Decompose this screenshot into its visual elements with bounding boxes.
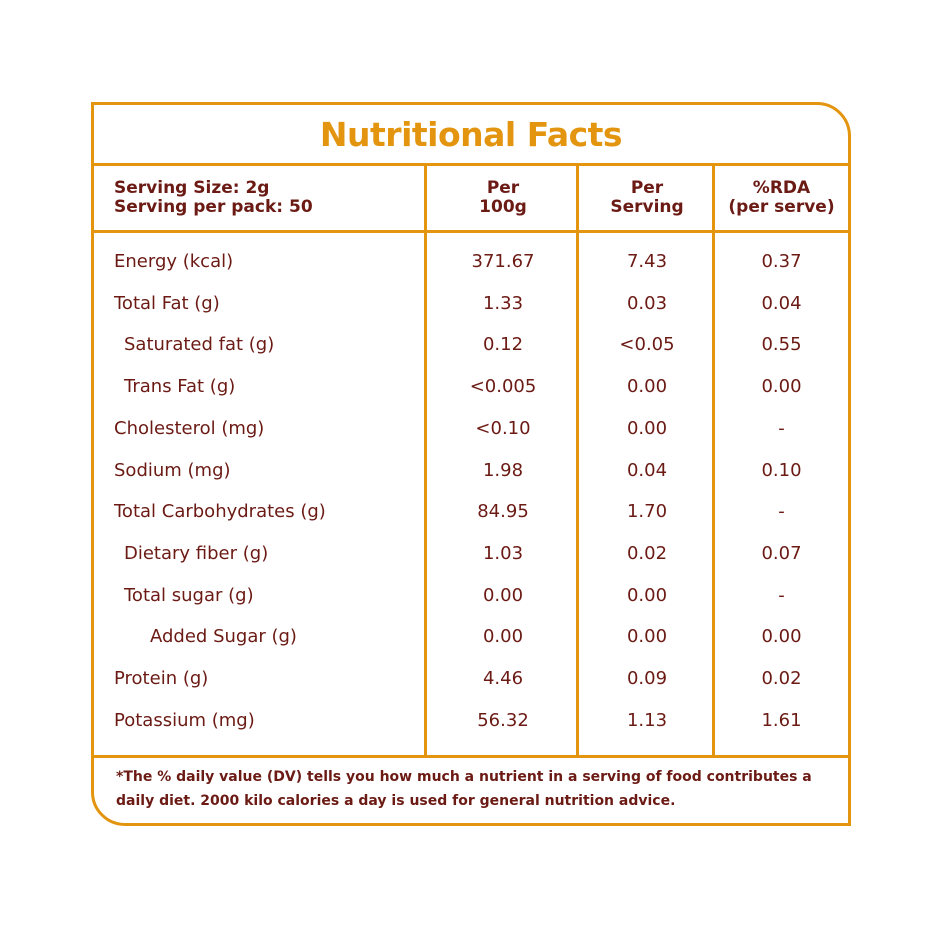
nutrient-name: Trans Fat (g) bbox=[124, 376, 236, 398]
nutrient-name: Added Sugar (g) bbox=[150, 626, 297, 648]
value-per-100g: <0.005 bbox=[469, 376, 537, 398]
table-row: Added Sugar (g) 0.00 0.00 0.00 bbox=[94, 616, 848, 658]
nutrient-name: Sodium (mg) bbox=[114, 459, 231, 481]
value-per-serving: 0.00 bbox=[626, 584, 668, 606]
value-rda: 0.37 bbox=[761, 251, 802, 272]
value-per-100g: 1.98 bbox=[482, 459, 524, 481]
table-row: Cholesterol (mg) <0.10 0.00 - bbox=[94, 408, 848, 450]
value-per-serving: 0.09 bbox=[626, 668, 668, 689]
value-per-100g: 0.00 bbox=[482, 626, 524, 648]
value-per-100g: 1.03 bbox=[482, 542, 524, 564]
column-divider-1 bbox=[424, 163, 427, 758]
table-row: Potassium (mg) 56.32 1.13 1.61 bbox=[94, 700, 848, 742]
value-rda: 0.00 bbox=[761, 376, 802, 398]
table-row: Total Carbohydrates (g) 84.95 1.70 - bbox=[94, 491, 848, 533]
serving-info: Serving Size: 2g Serving per pack: 50 bbox=[114, 179, 313, 217]
value-per-100g: 0.12 bbox=[482, 334, 524, 356]
column-header-per-100g: Per 100g bbox=[427, 179, 579, 217]
column-divider-3 bbox=[712, 163, 715, 758]
value-rda: - bbox=[778, 501, 785, 523]
table-row: Dietary fiber (g) 1.03 0.02 0.07 bbox=[94, 533, 848, 575]
nutrition-facts-panel: Nutritional Facts Serving Size: 2g Servi… bbox=[91, 102, 851, 826]
value-rda: 0.04 bbox=[761, 292, 802, 314]
value-rda: - bbox=[778, 417, 785, 439]
value-per-serving: 7.43 bbox=[626, 251, 668, 272]
table-row: Energy (kcal) 371.67 7.43 0.37 bbox=[94, 241, 848, 283]
nutrient-name: Saturated fat (g) bbox=[124, 334, 275, 356]
value-per-100g: 1.33 bbox=[482, 292, 524, 314]
value-rda: 0.10 bbox=[761, 459, 802, 481]
value-per-serving: 0.03 bbox=[626, 292, 668, 314]
value-per-serving: 1.13 bbox=[626, 709, 668, 731]
nutrient-name: Total Carbohydrates (g) bbox=[114, 501, 326, 523]
column-header-line: Serving bbox=[610, 197, 684, 217]
column-header-line: 100g bbox=[479, 197, 527, 217]
value-per-serving: 0.02 bbox=[626, 542, 668, 564]
column-header-line: Per bbox=[486, 178, 520, 198]
value-per-100g: 4.46 bbox=[482, 668, 524, 689]
table-row: Trans Fat (g) <0.005 0.00 0.00 bbox=[94, 366, 848, 408]
nutrient-name: Total sugar (g) bbox=[124, 584, 254, 606]
column-header-line: %RDA bbox=[752, 178, 811, 198]
value-per-serving: 1.70 bbox=[626, 501, 668, 523]
table-row: Total sugar (g) 0.00 0.00 - bbox=[94, 575, 848, 617]
nutrient-name: Energy (kcal) bbox=[114, 251, 234, 272]
value-per-serving: <0.05 bbox=[619, 334, 675, 356]
value-rda: 0.07 bbox=[761, 542, 802, 564]
value-per-100g: 56.32 bbox=[477, 709, 529, 731]
table-row: Total Fat (g) 1.33 0.03 0.04 bbox=[94, 283, 848, 325]
column-header-line: Per bbox=[630, 178, 664, 198]
value-per-serving: 0.04 bbox=[626, 459, 668, 481]
value-per-serving: 0.00 bbox=[626, 417, 668, 439]
value-per-100g: 84.95 bbox=[477, 501, 529, 523]
value-per-100g: 0.00 bbox=[482, 584, 524, 606]
column-header-per-serving: Per Serving bbox=[579, 179, 715, 217]
footnote: *The % daily value (DV) tells you how mu… bbox=[116, 765, 836, 813]
column-header-line: (per serve) bbox=[728, 197, 835, 217]
table-row: Sodium (mg) 1.98 0.04 0.10 bbox=[94, 450, 848, 492]
value-rda: 1.61 bbox=[761, 709, 802, 731]
divider-footer bbox=[94, 755, 848, 758]
serving-per-pack: Serving per pack: 50 bbox=[114, 197, 313, 217]
divider-header bbox=[94, 230, 848, 233]
table-row: Protein (g) 4.46 0.09 0.02 bbox=[94, 658, 848, 700]
nutrient-name: Potassium (mg) bbox=[114, 709, 255, 731]
divider-title bbox=[94, 163, 848, 166]
nutrient-name: Cholesterol (mg) bbox=[114, 417, 265, 439]
value-rda: 0.02 bbox=[761, 668, 802, 689]
value-per-serving: 0.00 bbox=[626, 626, 668, 648]
footnote-line-1: *The % daily value (DV) tells you how mu… bbox=[116, 769, 812, 785]
column-header-rda: %RDA (per serve) bbox=[715, 179, 848, 217]
nutrient-name: Protein (g) bbox=[114, 668, 209, 689]
nutrient-name: Dietary fiber (g) bbox=[124, 542, 269, 564]
value-per-100g: <0.10 bbox=[475, 417, 531, 439]
footnote-line-2: daily diet. 2000 kilo calories a day is … bbox=[116, 793, 676, 809]
value-per-100g: 371.67 bbox=[471, 251, 535, 272]
value-per-serving: 0.00 bbox=[626, 376, 668, 398]
panel-title: Nutritional Facts bbox=[319, 115, 623, 154]
nutrient-name: Total Fat (g) bbox=[114, 292, 220, 314]
value-rda: - bbox=[778, 584, 785, 606]
value-rda: 0.00 bbox=[761, 626, 802, 648]
serving-size: Serving Size: 2g bbox=[114, 178, 270, 198]
value-rda: 0.55 bbox=[761, 334, 802, 356]
column-divider-2 bbox=[576, 163, 579, 758]
table-row: Saturated fat (g) 0.12 <0.05 0.55 bbox=[94, 324, 848, 366]
